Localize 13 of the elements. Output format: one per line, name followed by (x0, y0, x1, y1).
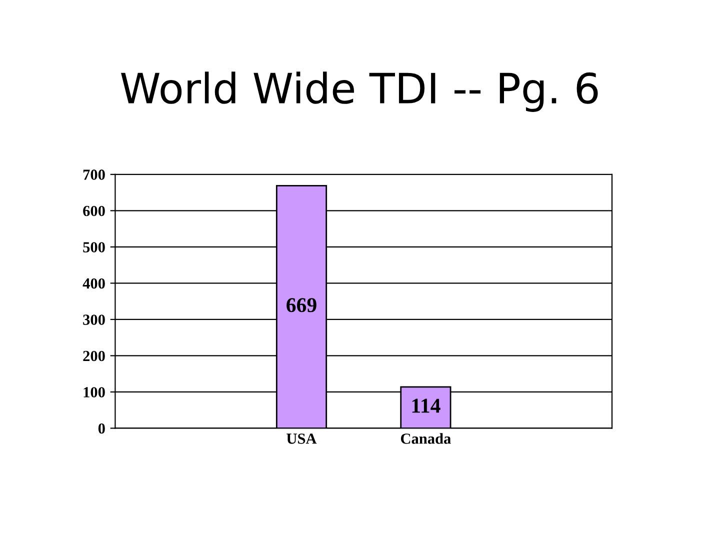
chart-title: World Wide TDI -- Pg. 6 (121, 72, 598, 112)
y-tick-label: 600 (83, 206, 105, 216)
y-tick-label: 700 (83, 170, 105, 180)
y-tick-label: 300 (83, 314, 105, 325)
data-label: 114 (412, 398, 440, 413)
x-tick-label: USA (286, 434, 317, 444)
data-label: 669 (286, 298, 316, 312)
y-tick-label: 0 (98, 423, 105, 434)
y-tick-label: 500 (83, 242, 105, 252)
y-tick-label: 400 (82, 278, 105, 289)
y-tick-label: 100 (84, 387, 105, 398)
y-tick-label: 200 (83, 350, 105, 362)
x-tick-label: Canada (400, 433, 451, 444)
